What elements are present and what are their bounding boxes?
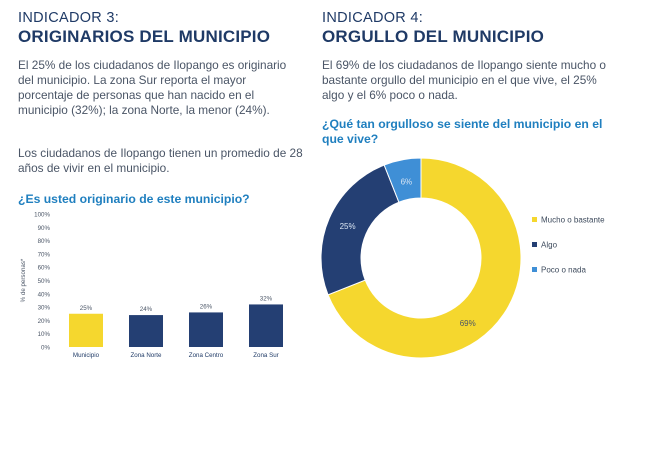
pride-donut-chart: 69% 25% 6% Mucho o bastante Algo Poco o nada [320, 157, 605, 359]
x-category-label: Zona Centro [189, 352, 224, 359]
bar [69, 313, 103, 347]
y-tick-label: 70% [38, 251, 51, 258]
indicator-4-question: ¿Qué tan orgulloso se siente del municip… [322, 117, 603, 146]
donut-slice [327, 157, 522, 359]
bar-value-label: 24% [140, 306, 153, 313]
y-tick-label: 80% [38, 238, 51, 245]
slice-value-label: 6% [401, 177, 413, 186]
indicator-4-title: ORGULLO DEL MUNICIPIO [322, 27, 545, 46]
bar-value-label: 32% [260, 295, 273, 302]
slice-value-label: 69% [460, 319, 476, 328]
donut-slice [320, 164, 400, 296]
y-tick-label: 60% [38, 265, 51, 272]
bar [129, 315, 163, 347]
y-tick-label: 10% [38, 331, 51, 338]
indicator-4-label: INDICADOR 4: [322, 10, 424, 26]
x-category-label: Zona Norte [131, 352, 163, 359]
legend-swatch [532, 242, 537, 247]
y-tick-label: 40% [38, 291, 51, 298]
y-axis-label: % de personas* [20, 258, 27, 302]
legend-label: Algo [541, 241, 558, 250]
indicator-3-paragraph-1: El 25% de los ciudadanos de Ilopango es … [18, 58, 287, 117]
y-tick-label: 20% [38, 318, 51, 325]
y-tick-label: 100% [34, 212, 50, 219]
slice-value-label: 25% [340, 222, 356, 231]
y-tick-label: 50% [38, 278, 51, 285]
legend-swatch [532, 217, 537, 222]
x-category-label: Zona Sur [253, 352, 278, 359]
indicator-4-paragraph-1: El 69% de los ciudadanos de Ilopango sie… [322, 58, 606, 102]
indicator-3-question: ¿Es usted originario de este municipio? [18, 192, 250, 206]
legend-label: Poco o nada [541, 266, 586, 275]
indicator-3-paragraph-2: Los ciudadanos de Ilopango tienen un pro… [18, 146, 303, 175]
donut-slice [383, 157, 422, 203]
bar-value-label: 26% [200, 303, 213, 310]
origin-bar-chart: 0% 10% 20% 30% 40% 50% 60% 70% 80% 90% 100% % de pe… [20, 212, 283, 359]
y-tick-label: 30% [38, 305, 51, 312]
indicator-3-label: INDICADOR 3: [18, 10, 120, 26]
indicator-3-title: ORIGINARIOS DEL MUNICIPIO [18, 27, 271, 46]
bar [249, 304, 283, 347]
x-category-label: Municipio [73, 352, 100, 359]
bar [189, 312, 223, 347]
y-tick-label: 0% [41, 345, 50, 352]
y-tick-label: 90% [38, 225, 51, 232]
bar-value-label: 25% [80, 305, 93, 312]
legend-swatch [532, 267, 537, 272]
legend-label: Mucho o bastante [541, 216, 605, 225]
